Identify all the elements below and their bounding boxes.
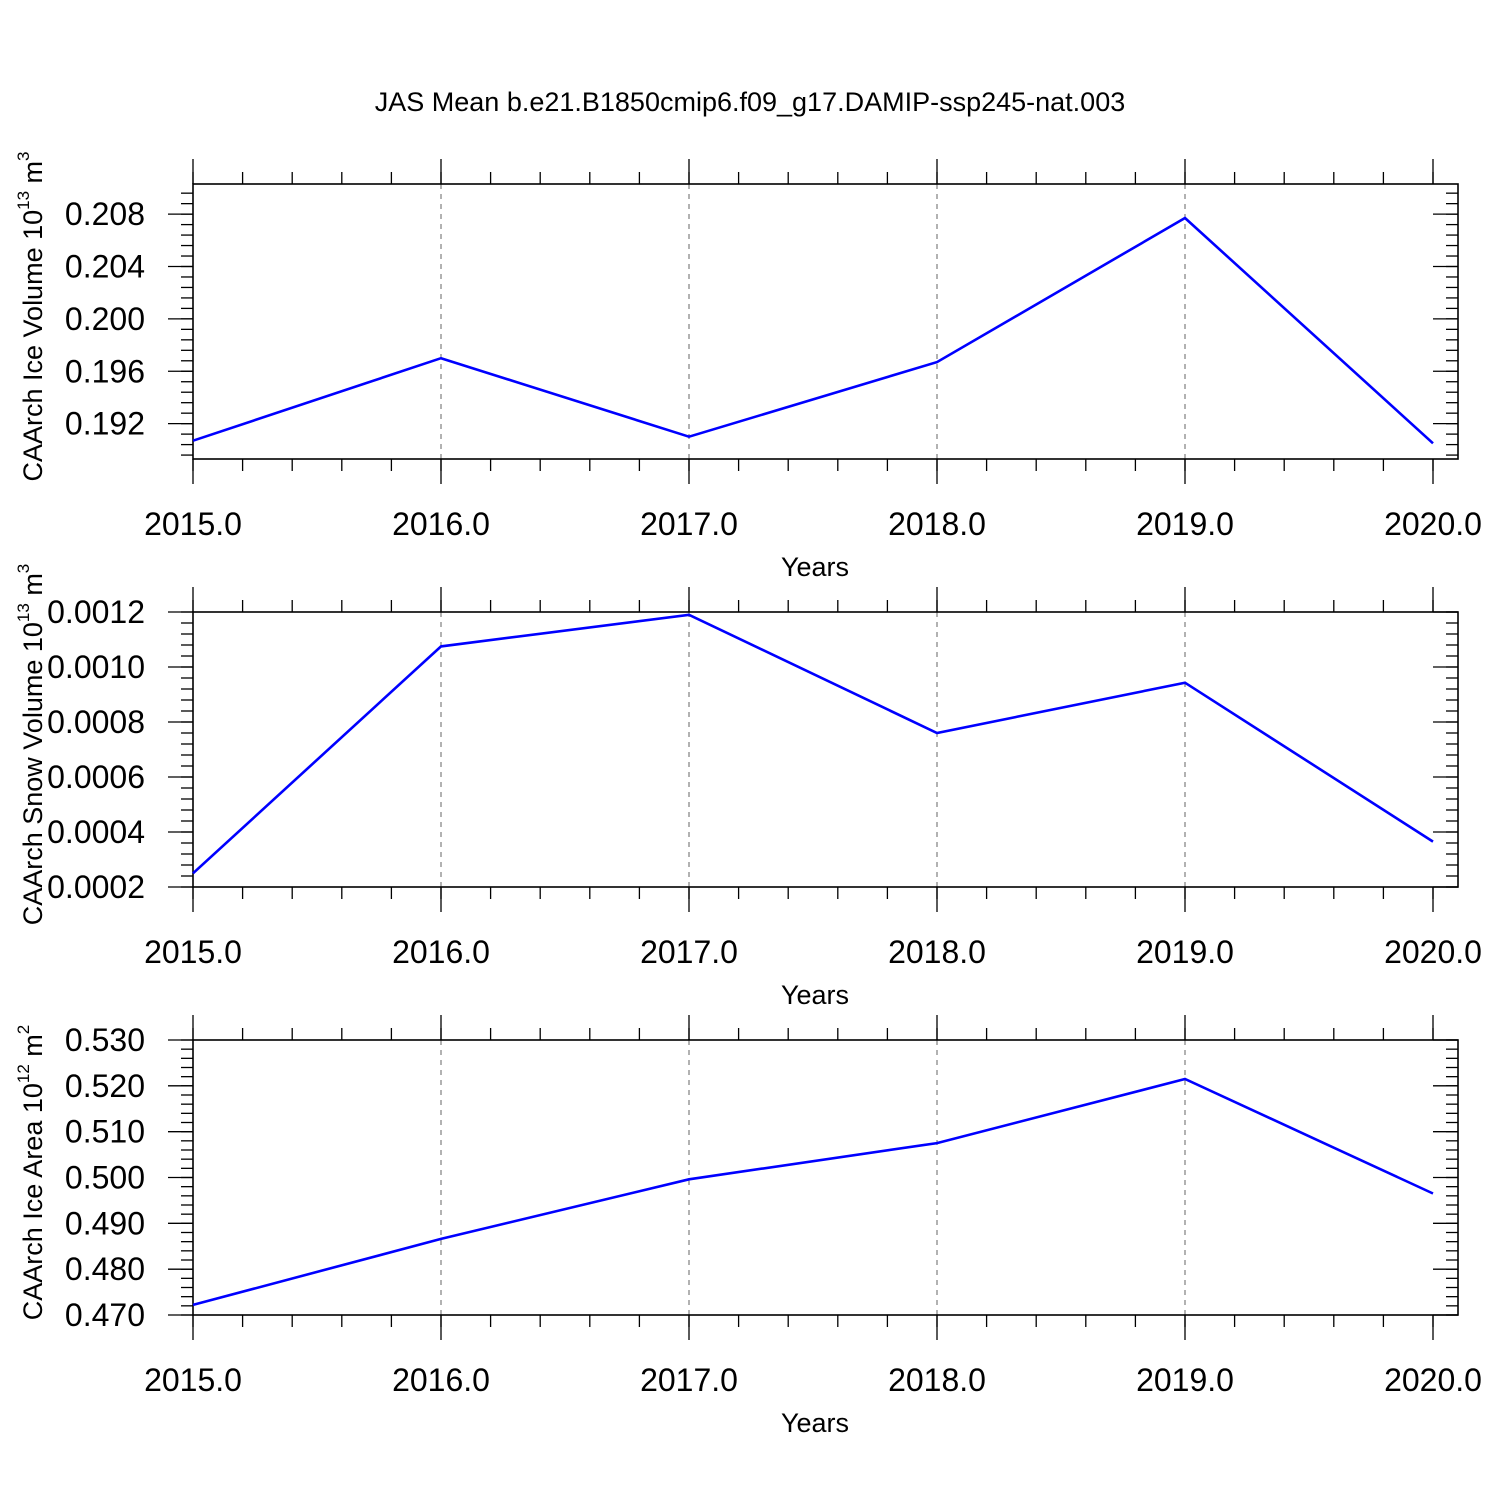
chart-panel-1: 2015.0 2016.0 2017.0 2018.0 2019.0 2020.0 0.19… — [14, 151, 1482, 582]
x-tick-label: 2019.0 — [1136, 934, 1234, 970]
x-tick-label: 2017.0 — [640, 934, 738, 970]
y-tick-label: 0.0010 — [47, 649, 145, 685]
chart-panel-3: 2015.0 2016.0 2017.0 2018.0 2019.0 2020.0 0.47… — [14, 1015, 1482, 1438]
x-tick-label: 2018.0 — [888, 1362, 986, 1398]
y-tick-label: 0.208 — [65, 196, 145, 232]
plot-frame — [192, 611, 1459, 888]
y-axis-label-unit-exponent: 3 — [14, 151, 33, 160]
y-tick-label: 0.520 — [65, 1068, 145, 1104]
x-tick-label: 2020.0 — [1384, 506, 1482, 542]
x-axis-label: Years — [781, 1408, 849, 1438]
x-tick-label: 2016.0 — [392, 934, 490, 970]
y-tick-label: 0.480 — [65, 1251, 145, 1287]
y-tick-label: 0.500 — [65, 1160, 145, 1196]
y-axis-label-text: CAArch Ice Area 10 — [18, 1083, 48, 1320]
y-axis-label-unit: m — [18, 161, 48, 191]
x-axis-label: Years — [781, 980, 849, 1010]
x-tick-label: 2018.0 — [888, 934, 986, 970]
y-axis-label: CAArch Snow Volume 1013 m3 — [14, 564, 48, 926]
y-tick-label: 0.0004 — [47, 814, 145, 850]
y-axis-label: CAArch Ice Area 1012 m2 — [14, 1025, 48, 1321]
y-axis-label: CAArch Ice Volume 1013 m3 — [14, 151, 48, 481]
y-tick-label: 0.0002 — [47, 869, 145, 905]
y-axis-label-exponent: 12 — [14, 1064, 33, 1083]
y-tick-label: 0.204 — [65, 249, 145, 285]
x-tick-label: 2016.0 — [392, 1362, 490, 1398]
y-tick-label: 0.0008 — [47, 704, 145, 740]
x-tick-label: 2016.0 — [392, 506, 490, 542]
y-axis-label-exponent: 13 — [14, 191, 33, 210]
y-tick-label: 0.510 — [65, 1114, 145, 1150]
y-axis-label-exponent: 13 — [14, 603, 33, 622]
x-tick-label: 2018.0 — [888, 506, 986, 542]
x-tick-label: 2015.0 — [144, 1362, 242, 1398]
figure-title: JAS Mean b.e21.B1850cmip6.f09_g17.DAMIP-… — [375, 87, 1125, 117]
y-axis-label-unit-exponent: 3 — [14, 564, 33, 573]
y-tick-label: 0.490 — [65, 1205, 145, 1241]
y-tick-label: 0.0012 — [47, 594, 145, 630]
y-axis-label-text: CAArch Ice Volume 10 — [18, 210, 48, 482]
series-line — [192, 1077, 1434, 1307]
x-tick-label: 2020.0 — [1384, 934, 1482, 970]
y-axis-label-unit-exponent: 2 — [14, 1025, 33, 1034]
series-line — [192, 613, 1434, 875]
x-tick-label: 2019.0 — [1136, 506, 1234, 542]
x-tick-label: 2019.0 — [1136, 1362, 1234, 1398]
y-axis-label-text: CAArch Snow Volume 10 — [18, 622, 48, 925]
x-tick-label: 2017.0 — [640, 1362, 738, 1398]
y-tick-label: 0.0006 — [47, 759, 145, 795]
series-line — [192, 216, 1434, 445]
x-tick-label: 2015.0 — [144, 934, 242, 970]
y-tick-label: 0.530 — [65, 1022, 145, 1058]
chart-panel-2: 2015.0 2016.0 2017.0 2018.0 2019.0 2020.0 0.00… — [14, 564, 1482, 1010]
plot-frame — [192, 1039, 1459, 1316]
y-tick-label: 0.192 — [65, 406, 145, 442]
x-tick-label: 2020.0 — [1384, 1362, 1482, 1398]
x-tick-label: 2015.0 — [144, 506, 242, 542]
y-axis-label-unit: m — [18, 1034, 48, 1064]
x-tick-label: 2017.0 — [640, 506, 738, 542]
y-tick-label: 0.196 — [65, 353, 145, 389]
x-axis-label: Years — [781, 552, 849, 582]
y-axis-label-unit: m — [18, 573, 48, 603]
plot-frame — [192, 183, 1459, 460]
y-tick-label: 0.470 — [65, 1297, 145, 1333]
y-tick-label: 0.200 — [65, 301, 145, 337]
